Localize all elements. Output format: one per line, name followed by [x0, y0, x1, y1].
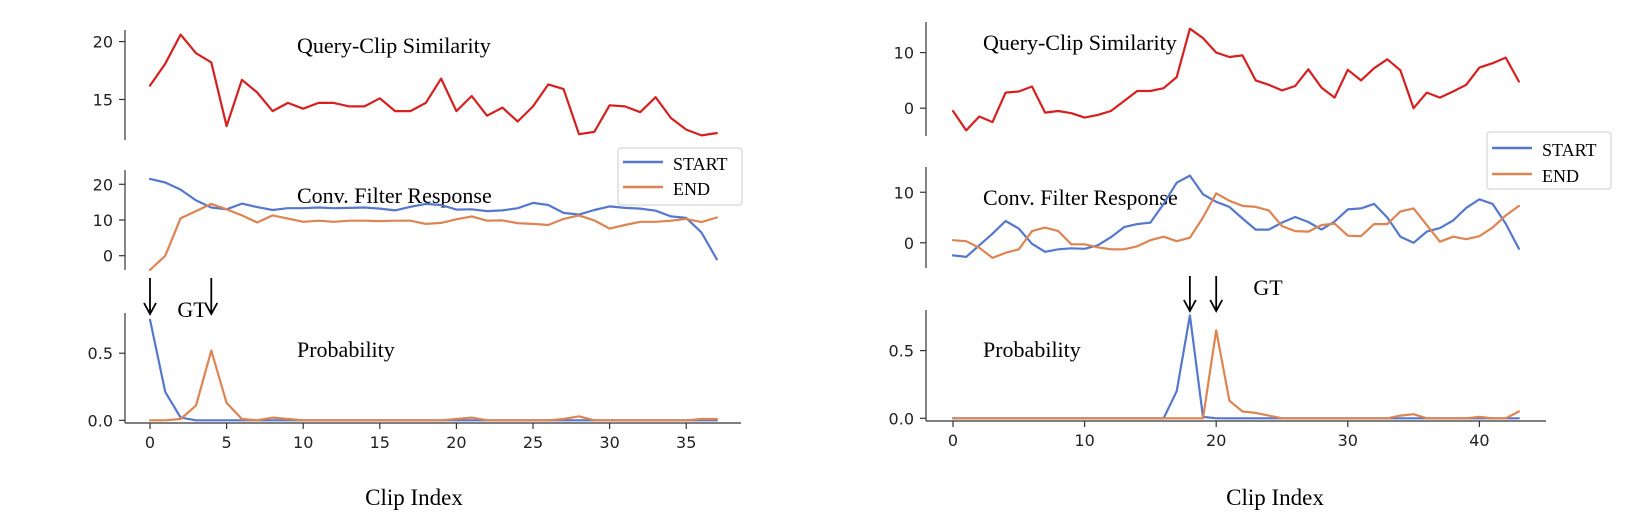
x-tick-label-left: 35: [676, 433, 696, 452]
title-probability-right: Probability: [983, 337, 1081, 362]
title-filter-right: Conv. Filter Response: [983, 185, 1178, 210]
x-tick-label-left: 5: [222, 433, 232, 452]
title-similarity-left: Query-Clip Similarity: [297, 33, 491, 58]
y-tick-label-filter-right: 0: [904, 234, 914, 253]
title-filter-left: Conv. Filter Response: [297, 183, 492, 208]
legend-end-label-left: END: [673, 179, 710, 199]
y-tick-label-probability-right: 0.5: [889, 342, 914, 361]
x-axis-title-right: Clip Index: [1226, 485, 1324, 510]
legend-right: START END: [1486, 131, 1612, 190]
legend-left: START END: [617, 147, 743, 206]
x-tick-label-left: 30: [599, 433, 619, 452]
y-tick-label-probability-left: 0.5: [88, 344, 113, 363]
gt-arrow-head-right: [1183, 299, 1197, 313]
series-line-filter-start-left: [148, 177, 718, 261]
y-tick-label-similarity-right: 0: [904, 99, 914, 118]
y-tick-label-probability-right: 0.0: [889, 409, 914, 428]
y-tick-label-filter-left: 20: [93, 175, 113, 194]
series-line-probability-end-left: [148, 349, 718, 422]
x-tick-label-right: 10: [1074, 431, 1094, 450]
y-tick-label-similarity-right: 10: [894, 44, 914, 63]
x-tick-label-right: 0: [948, 431, 958, 450]
title-probability-left: Probability: [297, 337, 395, 362]
legend-start-label-right: START: [1542, 140, 1596, 160]
legend-start-label-left: START: [673, 154, 727, 174]
series-line-filter-end-left: [148, 202, 718, 272]
series-line-probability-start-right: [951, 314, 1521, 420]
y-tick-label-filter-left: 10: [93, 211, 113, 230]
gt-label-right: GT: [1253, 275, 1283, 300]
gt-arrow-head-left: [143, 302, 157, 316]
y-tick-label-filter-left: 0: [103, 247, 113, 266]
title-similarity-right: Query-Clip Similarity: [983, 30, 1177, 55]
legend-end-label-right: END: [1542, 166, 1579, 186]
x-tick-label-left: 20: [446, 433, 466, 452]
series-line-filter-start-right: [951, 174, 1521, 258]
x-tick-label-left: 15: [370, 433, 390, 452]
chart-right: Query-Clip Similarity Conv. Filter Respo…: [889, 22, 1612, 510]
x-tick-label-left: 25: [523, 433, 543, 452]
x-axis-title-left: Clip Index: [365, 485, 463, 510]
gt-arrow-head-left: [204, 302, 219, 316]
x-tick-label-right: 40: [1469, 431, 1489, 450]
y-tick-label-similarity-left: 20: [93, 33, 113, 52]
gt-label-left: GT: [177, 297, 207, 322]
x-tick-label-right: 20: [1206, 431, 1226, 450]
chart-left: Query-Clip Similarity Conv. Filter Respo…: [88, 30, 743, 510]
y-tick-label-probability-left: 0.0: [88, 411, 113, 430]
x-tick-label-right: 30: [1338, 431, 1358, 450]
series-line-similarity-similarity-left: [148, 33, 718, 137]
series-line-similarity-similarity-right: [951, 27, 1521, 132]
gt-arrow-head-right: [1209, 299, 1223, 313]
y-tick-label-filter-right: 10: [894, 183, 914, 202]
series-line-probability-end-right: [951, 329, 1521, 420]
series-line-probability-start-left: [148, 318, 718, 422]
series-line-filter-end-right: [951, 192, 1521, 259]
y-tick-label-similarity-left: 15: [93, 90, 113, 109]
x-tick-label-left: 0: [145, 433, 155, 452]
x-tick-label-left: 10: [293, 433, 313, 452]
